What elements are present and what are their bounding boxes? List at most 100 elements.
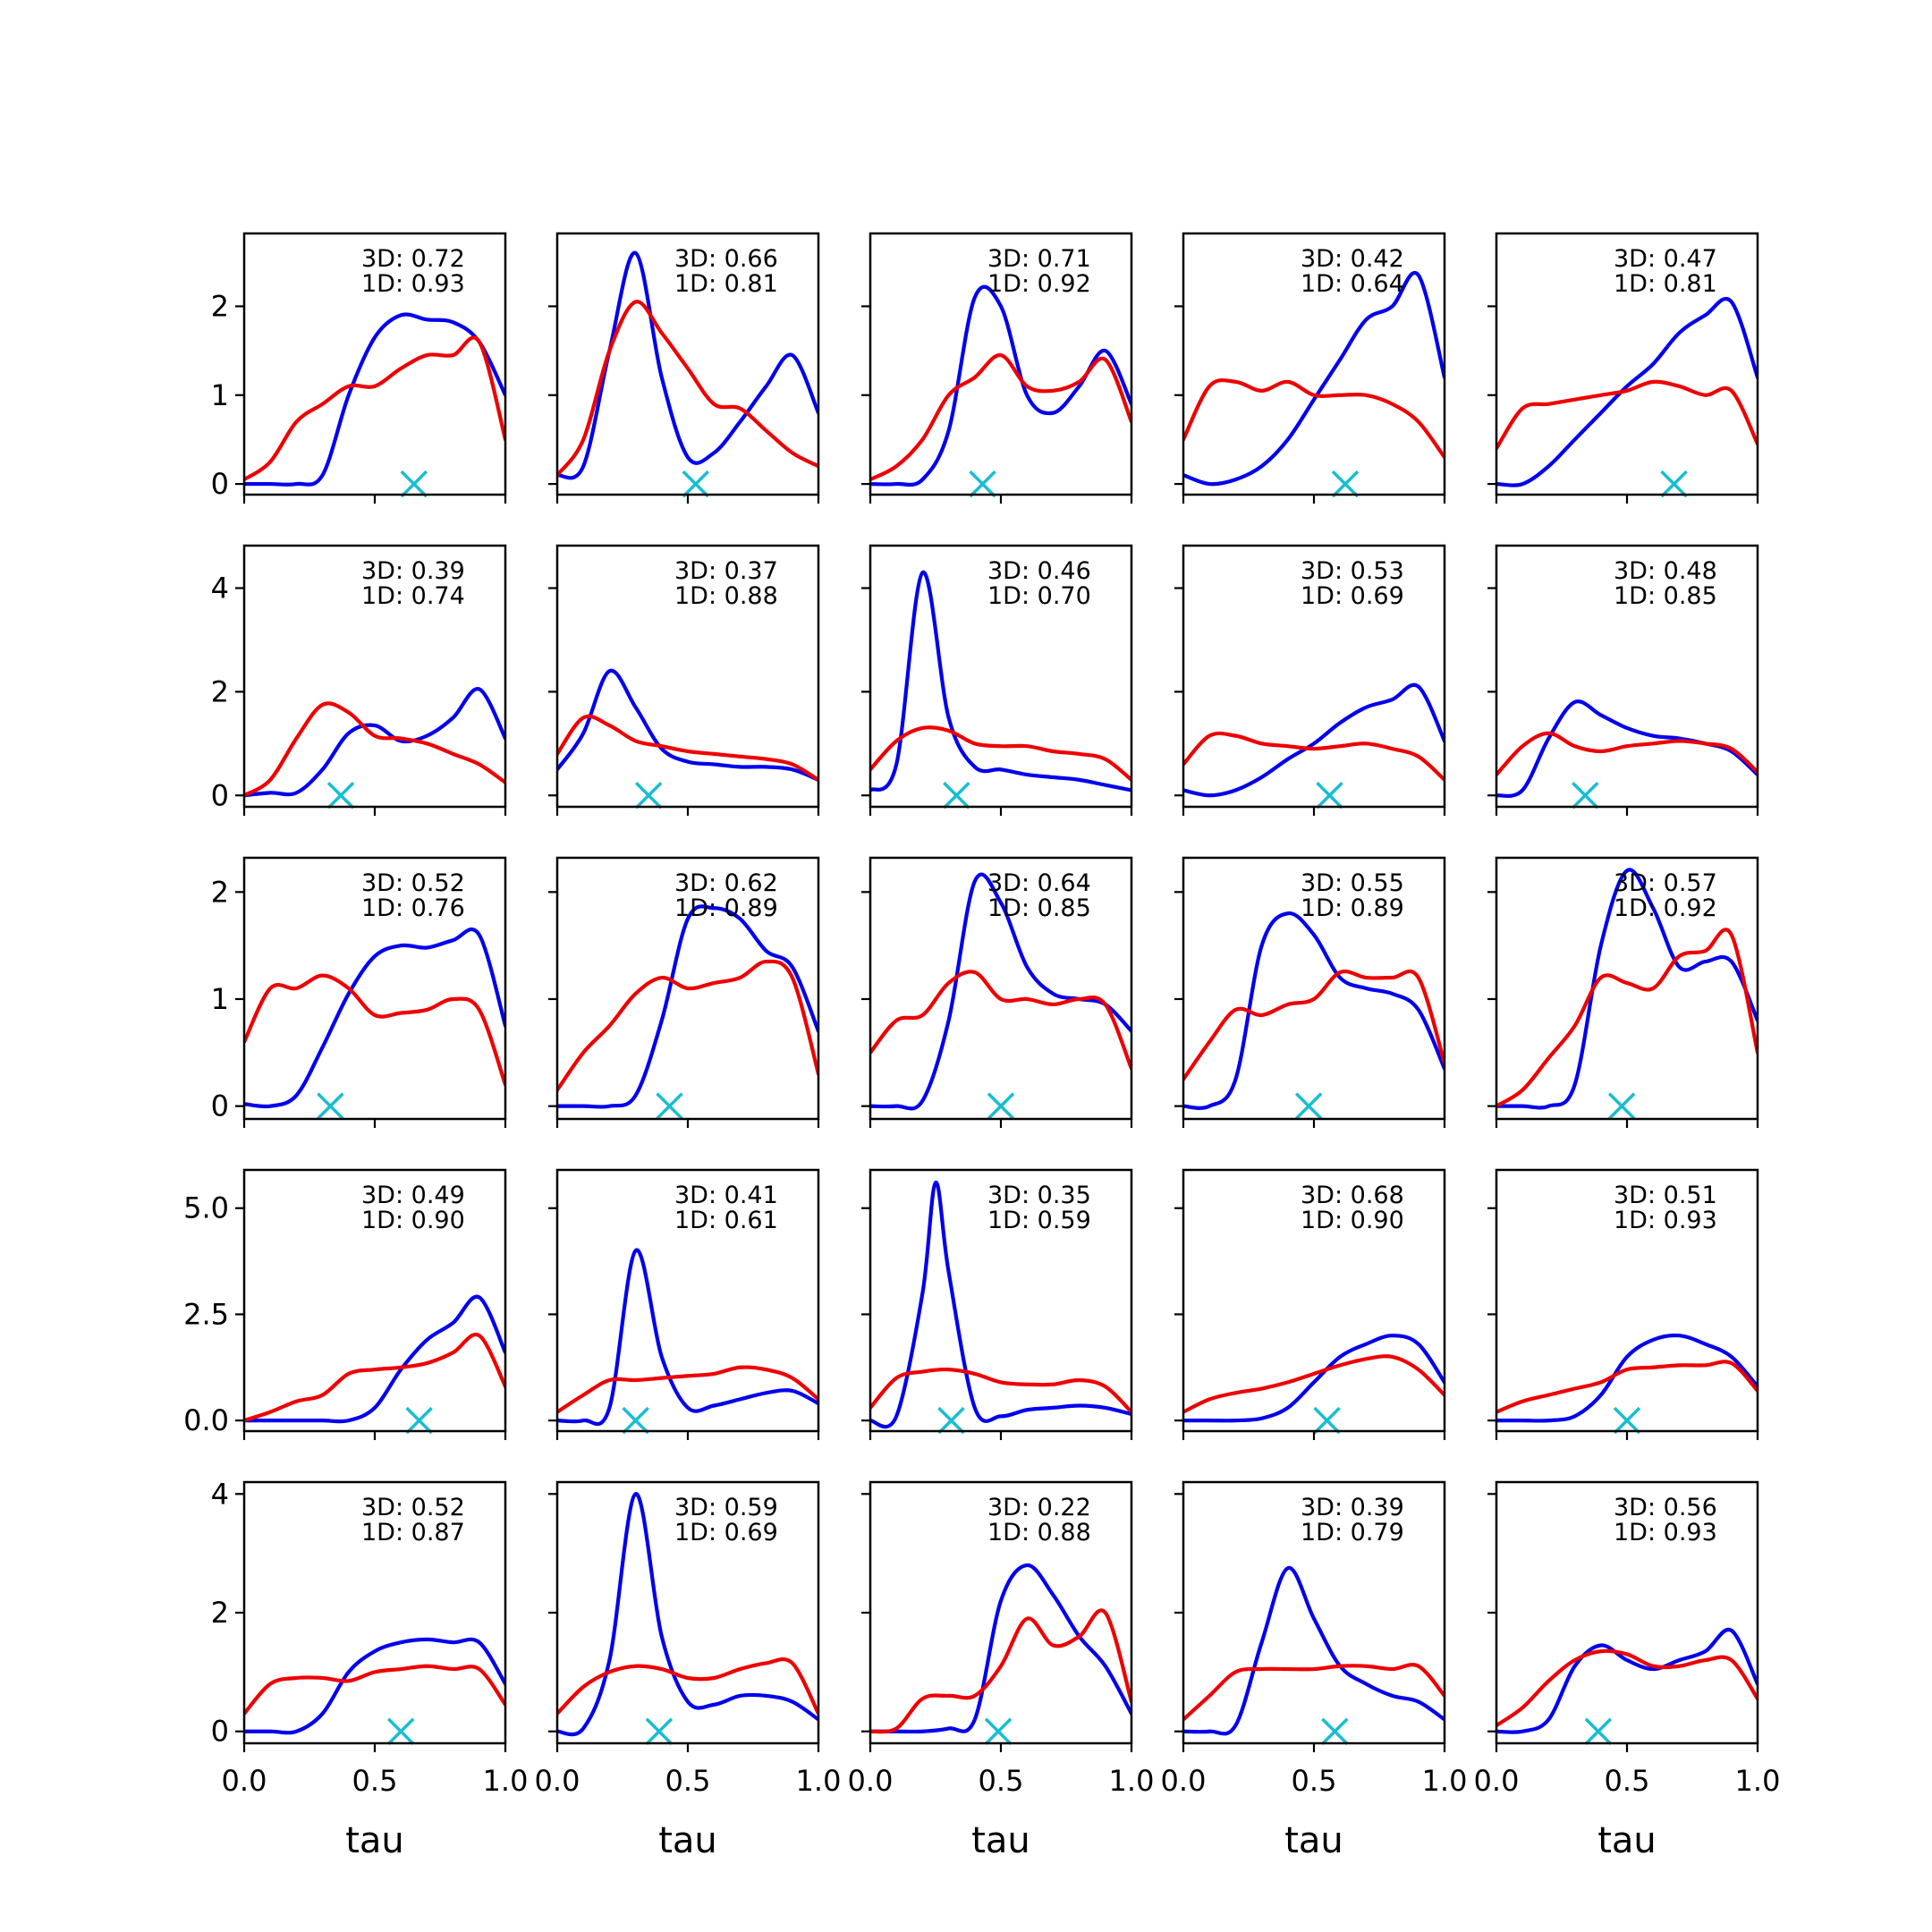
annotation-3d: 3D: 0.57 bbox=[1614, 869, 1717, 897]
annotation-1d: 1D: 0.74 bbox=[361, 582, 465, 610]
x-tick-label: 0.5 bbox=[1605, 1764, 1650, 1798]
y-tick-label: 0.0 bbox=[183, 1403, 229, 1437]
series-3d-line bbox=[870, 1181, 1131, 1429]
x-tick-label: 0.5 bbox=[979, 1764, 1024, 1798]
x-tick-label: 1.0 bbox=[483, 1764, 529, 1798]
annotation-1d: 1D: 0.92 bbox=[987, 270, 1091, 298]
x-axis-label: tau bbox=[658, 1820, 717, 1861]
marker-x bbox=[405, 1406, 433, 1435]
annotation-3d: 3D: 0.46 bbox=[987, 557, 1091, 585]
annotation-3d: 3D: 0.72 bbox=[361, 245, 465, 273]
annotation-3d: 3D: 0.47 bbox=[1614, 245, 1717, 273]
annotation-1d: 1D: 0.93 bbox=[361, 270, 465, 298]
series-3d-line bbox=[1496, 1627, 1758, 1734]
series-1d-line bbox=[557, 300, 818, 478]
marker-x bbox=[1313, 1406, 1341, 1435]
annotation-1d: 1D: 0.70 bbox=[987, 582, 1091, 610]
annotation-3d: 3D: 0.37 bbox=[674, 557, 778, 585]
x-tick-label: 0.0 bbox=[535, 1764, 580, 1798]
annotation-1d: 1D: 0.90 bbox=[361, 1207, 465, 1234]
annotation-1d: 1D: 0.59 bbox=[987, 1207, 1091, 1234]
annotation-1d: 1D: 0.90 bbox=[1301, 1207, 1404, 1234]
x-tick-label: 0.5 bbox=[1292, 1764, 1337, 1798]
series-1d-line bbox=[1183, 1354, 1445, 1414]
series-3d-line bbox=[1496, 1333, 1758, 1423]
series-3d-line bbox=[870, 1563, 1131, 1734]
x-axis-label: tau bbox=[1284, 1820, 1343, 1861]
annotation-3d: 3D: 0.52 bbox=[361, 869, 465, 897]
marker-x bbox=[1613, 1406, 1641, 1435]
series-1d-line bbox=[870, 352, 1131, 482]
marker-x bbox=[682, 470, 709, 498]
y-tick-label: 4 bbox=[211, 1477, 229, 1511]
x-tick-label: 1.0 bbox=[1735, 1764, 1781, 1798]
marker-x bbox=[622, 1406, 649, 1435]
series-3d-line bbox=[1496, 297, 1758, 487]
series-1d-line bbox=[244, 335, 505, 482]
marker-x bbox=[969, 470, 996, 498]
marker-x bbox=[937, 1406, 965, 1435]
annotation-1d: 1D: 0.81 bbox=[1614, 270, 1717, 298]
series-1d-line bbox=[1496, 379, 1758, 451]
x-axis-label: tau bbox=[1597, 1820, 1657, 1861]
marker-x bbox=[400, 470, 428, 498]
annotation-3d: 3D: 0.59 bbox=[674, 1494, 778, 1521]
annotation-1d: 1D: 0.92 bbox=[1614, 894, 1717, 922]
annotation-1d: 1D: 0.76 bbox=[361, 894, 465, 922]
marker-x bbox=[1660, 470, 1688, 498]
x-tick-label: 1.0 bbox=[1109, 1764, 1155, 1798]
annotation-3d: 3D: 0.62 bbox=[674, 869, 778, 897]
annotation-1d: 1D: 0.81 bbox=[674, 270, 778, 298]
y-tick-label: 0 bbox=[211, 467, 229, 501]
annotation-3d: 3D: 0.68 bbox=[1301, 1182, 1404, 1209]
y-tick-label: 2 bbox=[211, 1596, 229, 1630]
marker-x bbox=[1331, 470, 1360, 498]
y-tick-label: 4 bbox=[211, 572, 229, 606]
annotation-1d: 1D: 0.85 bbox=[1614, 582, 1717, 610]
x-tick-label: 1.0 bbox=[1422, 1764, 1468, 1798]
x-tick-label: 0.0 bbox=[848, 1764, 894, 1798]
marker-x bbox=[984, 1717, 1013, 1745]
annotation-3d: 3D: 0.42 bbox=[1301, 245, 1404, 273]
series-3d-line bbox=[557, 1248, 818, 1427]
annotation-1d: 1D: 0.89 bbox=[674, 894, 778, 922]
annotation-1d: 1D: 0.69 bbox=[674, 1519, 778, 1546]
marker-x bbox=[386, 1717, 415, 1745]
annotation-1d: 1D: 0.64 bbox=[1301, 270, 1404, 298]
annotation-1d: 1D: 0.69 bbox=[1301, 582, 1404, 610]
marker-x bbox=[645, 1717, 674, 1745]
marker-x bbox=[1584, 1717, 1613, 1745]
series-1d-line bbox=[1183, 969, 1445, 1081]
marker-x bbox=[634, 782, 663, 809]
annotation-3d: 3D: 0.55 bbox=[1301, 869, 1404, 897]
x-tick-label: 0.5 bbox=[665, 1764, 711, 1798]
annotation-3d: 3D: 0.51 bbox=[1614, 1182, 1717, 1209]
annotation-3d: 3D: 0.64 bbox=[987, 869, 1091, 897]
series-1d-line bbox=[557, 1365, 818, 1414]
series-3d-line bbox=[244, 312, 505, 487]
x-axis-label: tau bbox=[345, 1820, 404, 1861]
series-1d-line bbox=[244, 973, 505, 1087]
series-3d-line bbox=[244, 1294, 505, 1424]
annotation-1d: 1D: 0.61 bbox=[674, 1207, 778, 1234]
y-tick-label: 0 bbox=[211, 778, 229, 812]
series-1d-line bbox=[870, 725, 1131, 782]
x-axis-label: tau bbox=[971, 1820, 1030, 1861]
annotation-3d: 3D: 0.56 bbox=[1614, 1494, 1717, 1521]
